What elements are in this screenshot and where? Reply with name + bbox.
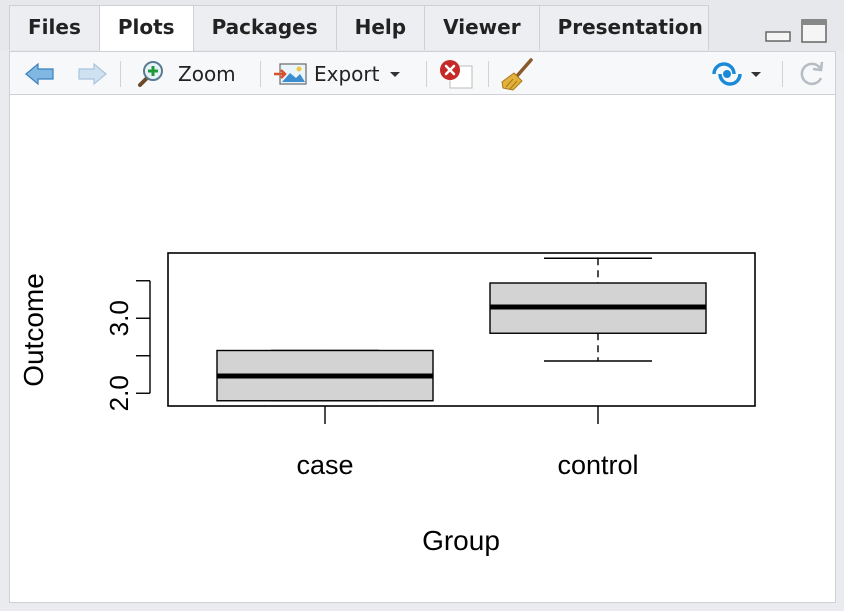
toolbar-separator [426, 61, 427, 87]
publish-icon [712, 62, 742, 86]
export-image-icon [274, 63, 307, 85]
y-tick-label: 3.0 [104, 300, 134, 336]
x-tick-label: case [296, 450, 353, 480]
tab-bar: Files Plots Packages Help Viewer Present… [0, 0, 844, 52]
forward-button[interactable] [76, 52, 108, 96]
refresh-icon [800, 61, 824, 86]
arrow-left-icon [25, 62, 54, 86]
export-label: Export [314, 62, 380, 86]
chevron-down-icon [751, 72, 761, 77]
clear-all-plots-button[interactable] [500, 52, 536, 96]
arrow-right-icon [78, 62, 107, 86]
plot-frame [167, 252, 756, 407]
x-tick-label: control [557, 450, 638, 480]
y-tick-label: 2.0 [104, 375, 134, 411]
plot-viewer: 2.0 3.0 case control Outcome Group [9, 95, 836, 603]
plots-toolbar: Zoom Export [9, 51, 836, 95]
export-menu-button[interactable]: Export [272, 52, 403, 96]
toolbar-separator [782, 61, 783, 87]
publish-menu-button[interactable] [710, 52, 764, 96]
toolbar-separator [260, 61, 261, 87]
tab-presentation[interactable]: Presentation [538, 5, 709, 50]
zoom-label: Zoom [178, 62, 236, 86]
minimize-pane-icon[interactable] [764, 18, 792, 44]
tab-plots[interactable]: Plots [98, 5, 194, 52]
refresh-button[interactable] [796, 52, 826, 96]
broom-icon [501, 58, 533, 91]
remove-plot-button[interactable] [438, 52, 476, 96]
magnifier-plus-icon [138, 61, 163, 87]
chevron-down-icon [390, 72, 401, 77]
tab-help[interactable]: Help [335, 5, 426, 50]
boxplot-chart: 2.0 3.0 case control Outcome Group [18, 252, 756, 556]
y-axis-title: Outcome [18, 273, 49, 387]
tab-packages[interactable]: Packages [192, 5, 337, 50]
back-button[interactable] [24, 52, 56, 96]
toolbar-separator [488, 61, 489, 87]
zoom-button[interactable]: Zoom [134, 52, 236, 96]
tab-files[interactable]: Files [9, 5, 100, 50]
x-axis-title: Group [422, 525, 500, 556]
toolbar-separator [120, 61, 121, 87]
tab-viewer[interactable]: Viewer [424, 5, 540, 50]
maximize-pane-icon[interactable] [800, 18, 828, 44]
remove-plot-icon [440, 60, 473, 89]
